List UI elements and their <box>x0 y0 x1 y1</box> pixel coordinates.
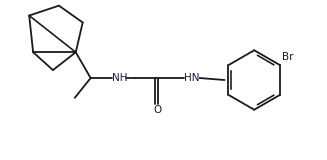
Text: NH: NH <box>112 73 127 83</box>
Text: HN: HN <box>184 73 199 83</box>
Text: Br: Br <box>282 52 293 62</box>
Text: O: O <box>153 105 161 115</box>
